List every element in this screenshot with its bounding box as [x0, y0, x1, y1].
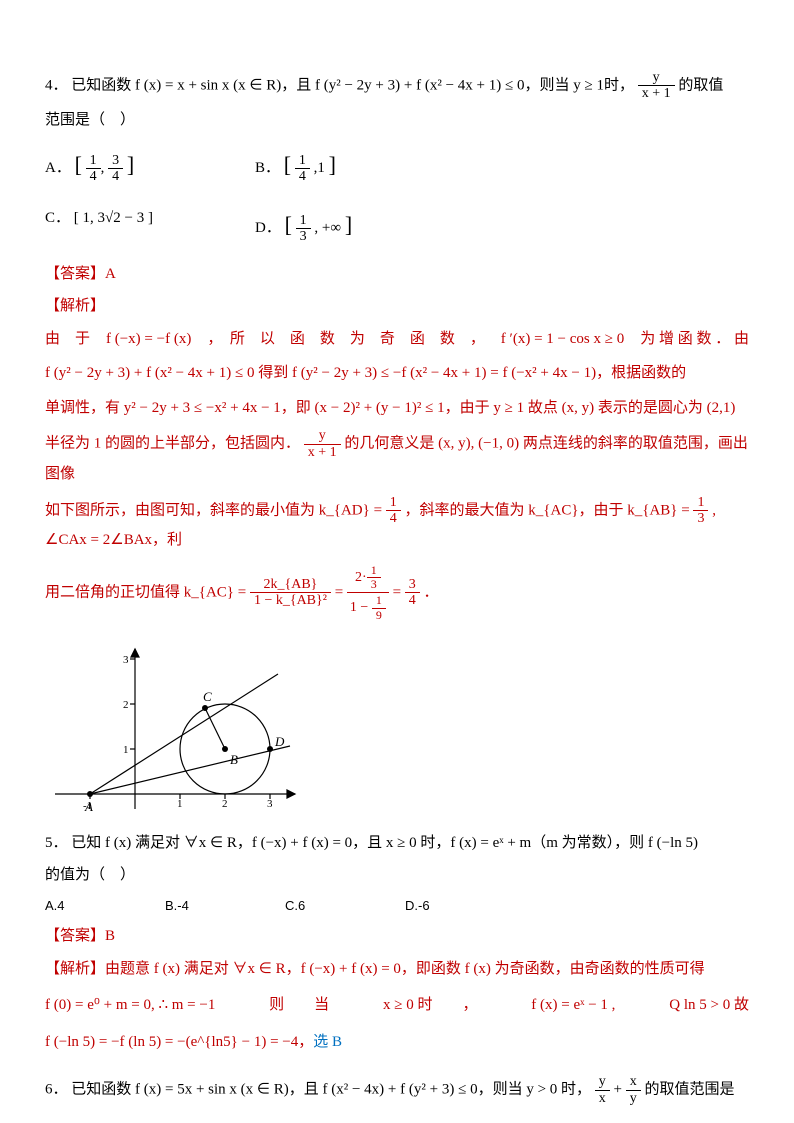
q4-explain-label: 【解析】 — [45, 292, 749, 321]
q4-stem1: 已知函数 f (x) = x + sin x (x ∈ R)，且 f (y² −… — [71, 77, 634, 93]
q5-opt-c: C.6 — [285, 894, 405, 919]
q4-graph: A B C D -1 1 2 3 1 2 3 — [45, 629, 305, 819]
q4-opts-row1: A． [ 14, 34 ] B． [ 14 ,1 ] — [45, 144, 749, 186]
q4-e6: 用二倍角的正切值得 k_{AC} = 2k_{AB}1 − k_{AB}² = … — [45, 563, 749, 623]
q4-opt-a: A． [ 14, 34 ] — [45, 144, 255, 186]
q4-e3: 单调性，有 y² − 2y + 3 ≤ −x² + 4x − 1，即 (x − … — [45, 394, 749, 423]
q5-answer: 【答案】B — [45, 922, 749, 951]
q4-num: 4． — [45, 77, 68, 93]
q5-opt-d: D.-6 — [405, 894, 525, 919]
q4-e2: f (y² − 2y + 3) + f (x² − 4x + 1) ≤ 0 得到… — [45, 359, 749, 388]
q6-stem: 6． 已知函数 f (x) = 5x + sin x (x ∈ R)，且 f (… — [45, 1074, 749, 1106]
q4-e4: 半径为 1 的圆的上半部分，包括圆内． yx + 1 的几何意义是 (x, y)… — [45, 428, 749, 488]
q4-answer: 【答案】A — [45, 260, 749, 289]
q4-opt-b: B． [ 14 ,1 ] — [255, 144, 336, 186]
q4-stem2: 的取值 — [678, 77, 723, 93]
svg-text:1: 1 — [123, 744, 129, 756]
q5-e3: f (−ln 5) = −f (ln 5) = −(e^{ln5} − 1) =… — [45, 1028, 749, 1057]
svg-text:D: D — [274, 734, 285, 749]
svg-text:C: C — [203, 689, 212, 704]
q6-num: 6． — [45, 1082, 68, 1098]
q5-stem: 5． 已知 f (x) 满足对 ∀x ∈ R，f (−x) + f (x) = … — [45, 829, 749, 858]
q5-e1: 【解析】由题意 f (x) 满足对 ∀x ∈ R，f (−x) + f (x) … — [45, 955, 749, 984]
q4-stem: 4． 已知函数 f (x) = x + sin x (x ∈ R)，且 f (y… — [45, 70, 749, 102]
q5-opts: A.4 B.-4 C.6 D.-6 — [45, 894, 749, 919]
svg-text:B: B — [230, 752, 238, 767]
q5-opt-b: B.-4 — [165, 894, 285, 919]
svg-text:3: 3 — [267, 798, 273, 810]
q5-opt-a: A.4 — [45, 894, 165, 919]
q5-e2: f (0) = e⁰ + m = 0, ∴ m = −1 则 当 x ≥ 0 时… — [45, 991, 749, 1020]
q4-opts-row2: C． [ 1, 3√2 − 3 ] D． [ 13 , +∞ ] — [45, 204, 749, 246]
q4-e1: 由 于 f (−x) = −f (x) ， 所 以 函 数 为 奇 函 数 ， … — [45, 325, 749, 354]
svg-text:2: 2 — [123, 699, 129, 711]
svg-text:2: 2 — [222, 798, 228, 810]
q4-opt-d: D． [ 13 , +∞ ] — [255, 204, 352, 246]
q4-stem3: 范围是（ ） — [45, 106, 749, 135]
svg-text:-1: -1 — [83, 800, 92, 812]
q4-frac: yx + 1 — [638, 70, 675, 102]
svg-text:1: 1 — [177, 798, 183, 810]
svg-text:3: 3 — [123, 654, 129, 666]
q5-stem2: 的值为（ ） — [45, 861, 749, 890]
q4-opt-c: C． [ 1, 3√2 − 3 ] — [45, 204, 255, 246]
q4-e5: 如下图所示，由图可知，斜率的最小值为 k_{AD} = 14 ，斜率的最大值为 … — [45, 495, 749, 555]
q5-num: 5． — [45, 835, 68, 851]
